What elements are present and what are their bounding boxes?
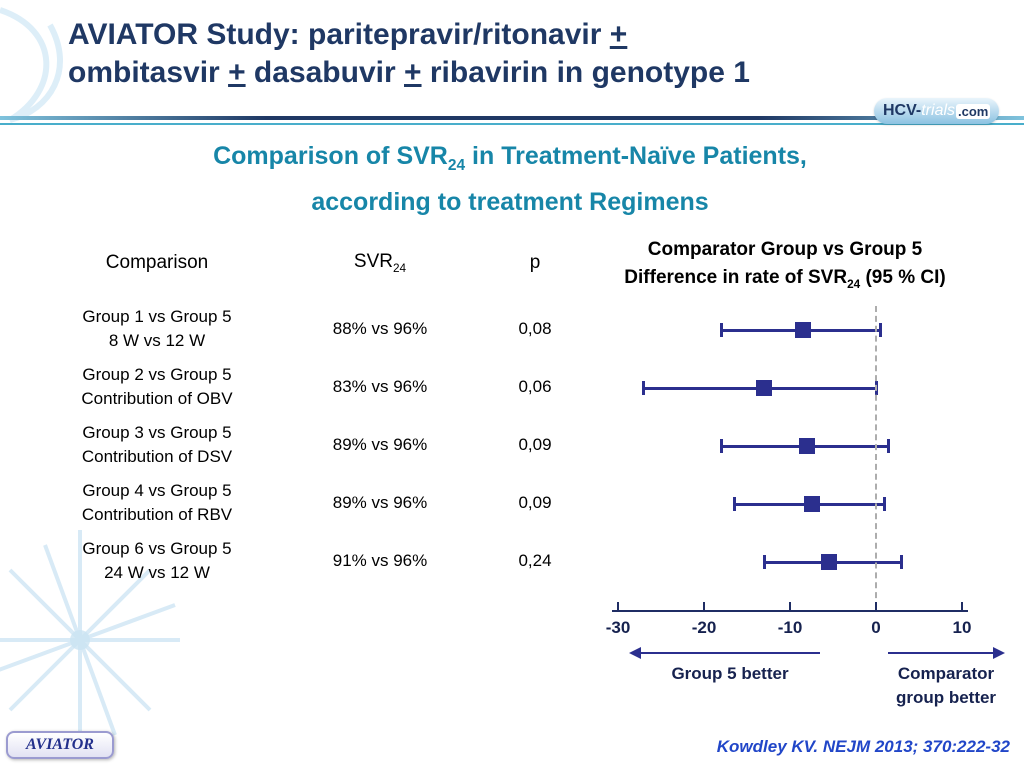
ci-cap-low [762,555,766,569]
ci-cap-high [878,323,882,337]
p-cell: 0,24 [518,551,552,570]
ci-cap-low [719,439,723,453]
table-row: Group 6 vs Group 5 24 W vs 12 W 91% vs 96%… [0,532,620,590]
citation-reference: Kowdley KV. NEJM 2013; 370:222-32 [716,737,1010,756]
subscript-24: 24 [392,261,407,275]
axis-tick-label: 10 [952,618,972,637]
ci-cap-high [887,439,891,453]
estimate-marker [799,438,816,454]
title-line-1: AVIATOR Study: paritepravir/ritonavir + [68,18,628,51]
subscript-24: 24 [847,277,861,291]
ci-cap-high [900,555,904,569]
subtitle-line-2: according to treatment Regimens [311,188,709,216]
slide-title: AVIATOR Study: paritepravir/ritonavir + … [68,16,998,92]
table-header: Comparison SVR24 p [0,248,620,278]
axis-tick [789,602,791,612]
col-header-comparison: Comparison [105,252,209,273]
svr-cell: 83% vs 96% [332,377,428,396]
axis-tick-label: -30 [605,618,631,637]
plot-header-line-2: Difference in rate of SVR24 (95 % CI) [624,267,946,291]
divider-teal [0,123,1024,125]
axis-tick-label: -20 [691,618,717,637]
axis-tick-label: 0 [871,618,881,637]
slide-subtitle: Comparison of SVR24 in Treatment-Naïve P… [110,138,910,221]
ci-cap-low [719,323,723,337]
left-arrow-label: Group 5 better [671,664,789,683]
right-arrow [888,647,1005,659]
svr-cell: 89% vs 96% [332,435,428,454]
plot-header: Comparator Group vs Group 5 Difference i… [600,236,970,299]
estimate-marker [820,554,837,570]
zero-reference-line [875,306,877,608]
right-arrow-label: Comparator group better [895,664,997,707]
logo-com-text: .com [956,103,991,119]
hcv-trials-logo[interactable]: HCV-trials .com [874,98,1000,124]
p-cell: 0,09 [518,493,552,512]
ci-cap-high [883,497,887,511]
comparison-cell: Group 3 vs Group 5 Contribution of DSV [81,423,233,466]
p-cell: 0,09 [518,435,552,454]
underlined-plus: + [228,56,246,89]
logo-trials-text: trials [921,102,956,119]
axis-tick [875,602,877,612]
axis-tick [703,602,705,612]
table-row: Group 2 vs Group 5 Contribution of OBV 83%… [0,358,620,416]
axis-tick [617,602,619,612]
ci-cap-low [642,381,646,395]
underlined-plus: + [404,56,422,89]
svr-cell: 89% vs 96% [332,493,428,512]
forest-plot: Group 5 better Comparator group better -… [600,300,1022,730]
col-header-svr: SVR24 [353,251,407,275]
estimate-marker [794,322,811,338]
ci-cap-low [732,497,736,511]
svr-cell: 88% vs 96% [332,319,428,338]
subscript-24: 24 [447,157,466,174]
col-header-p: p [529,252,541,273]
plot-header-line-1: Comparator Group vs Group 5 [647,239,923,260]
subtitle-line-1: Comparison of SVR24 in Treatment-Naïve P… [213,142,807,174]
axis-tick-label: -10 [777,618,803,637]
comparison-cell: Group 6 vs Group 5 24 W vs 12 W [82,539,232,582]
underlined-plus: + [609,18,628,51]
estimate-marker [803,496,820,512]
p-cell: 0,06 [518,377,552,396]
p-cell: 0,08 [518,319,552,338]
svr-cell: 91% vs 96% [332,551,428,570]
table-row: Group 4 vs Group 5 Contribution of RBV 89%… [0,474,620,532]
table-row: Group 3 vs Group 5 Contribution of DSV 89%… [0,416,620,474]
comparison-cell: Group 4 vs Group 5 Contribution of RBV [81,481,233,524]
title-line-2: ombitasvir + dasabuvir + ribavirin in ge… [68,56,750,89]
estimate-marker [756,380,773,396]
comparison-cell: Group 2 vs Group 5 Contribution of OBV [81,365,233,408]
divider-dark [0,116,1024,120]
left-arrow [629,647,820,659]
aviator-badge[interactable]: AVIATOR [6,731,114,759]
axis-tick [961,602,963,612]
logo-hcv-text: HCV- [883,102,922,119]
